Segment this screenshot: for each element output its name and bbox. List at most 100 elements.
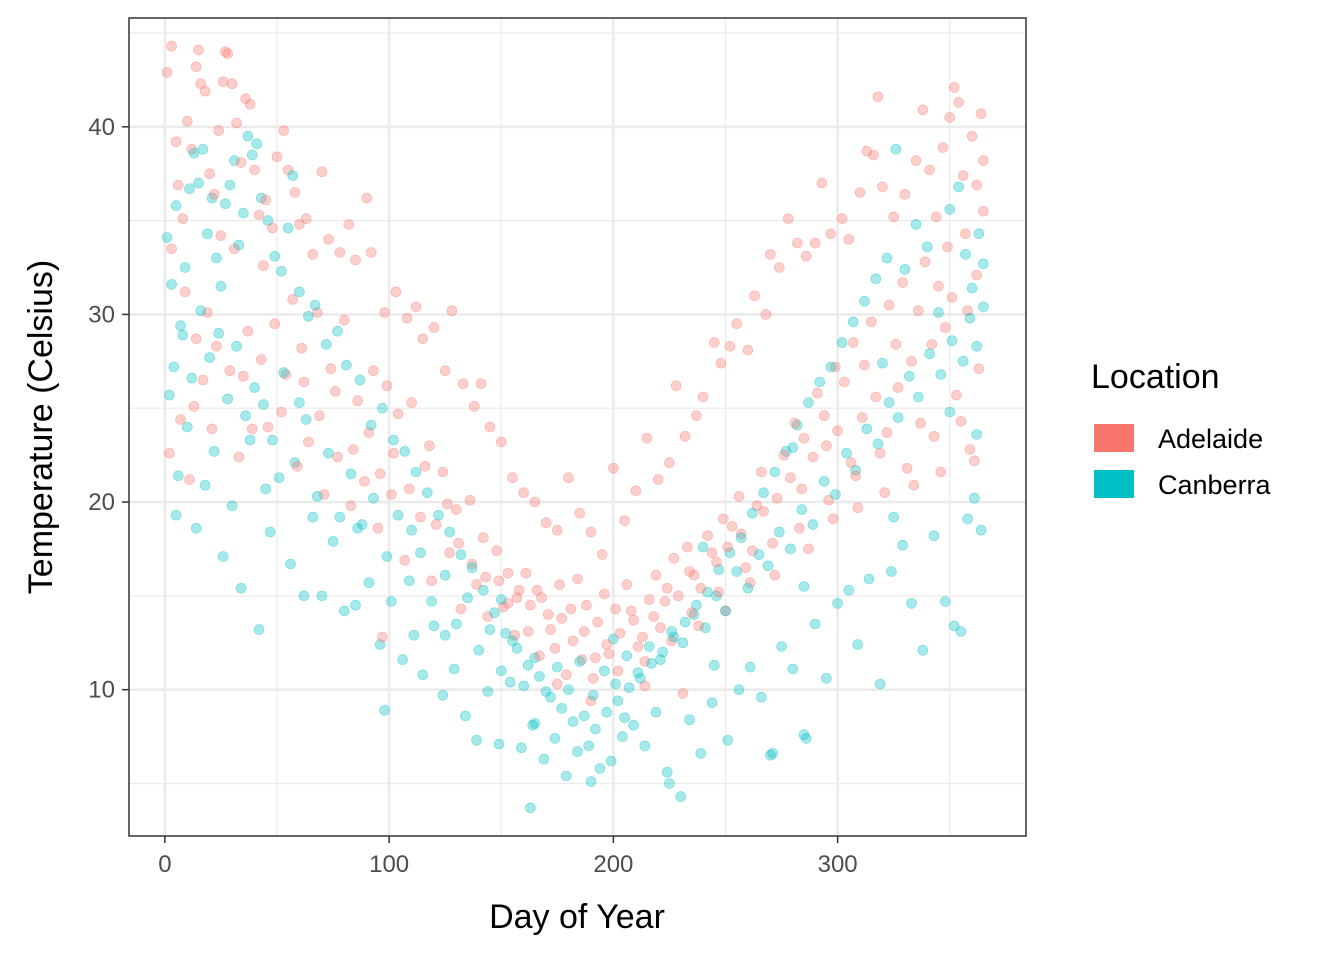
data-point-canberra	[661, 766, 673, 778]
data-point-adelaide	[359, 476, 370, 487]
data-point-canberra	[969, 492, 980, 504]
data-point-canberra	[397, 654, 408, 665]
data-point-adelaide	[933, 280, 944, 292]
data-point-adelaide	[507, 472, 518, 484]
data-point-adelaide	[910, 155, 922, 166]
data-point-canberra	[323, 447, 334, 459]
data-point-adelaide	[406, 397, 417, 408]
data-point-adelaide	[899, 189, 911, 200]
data-point-adelaide	[260, 194, 272, 206]
data-point-adelaide	[480, 571, 491, 583]
data-point-canberra	[946, 335, 958, 347]
data-point-canberra	[758, 487, 769, 499]
data-point-canberra	[460, 710, 471, 722]
data-point-adelaide	[332, 451, 343, 463]
data-point-adelaide	[803, 543, 814, 555]
y-axis-title: Temperature (Celsius)	[22, 260, 60, 594]
x-axis-ticks: 0 100 200 300	[158, 836, 858, 878]
data-point-canberra	[260, 483, 272, 495]
data-point-canberra	[621, 650, 633, 662]
data-point-canberra	[356, 519, 368, 530]
data-point-adelaide	[240, 93, 251, 104]
data-point-adelaide	[229, 243, 240, 255]
data-point-adelaide	[329, 386, 341, 397]
data-point-canberra	[572, 746, 583, 757]
data-point-adelaide	[289, 187, 301, 198]
data-point-adelaide	[170, 136, 182, 148]
data-point-canberra	[971, 340, 983, 352]
legend-title: Location	[1091, 358, 1220, 396]
data-point-adelaide	[612, 665, 624, 677]
data-point-canberra	[338, 605, 350, 617]
data-point-adelaide	[551, 524, 563, 536]
data-point-canberra	[529, 718, 541, 729]
data-point-adelaide	[760, 309, 772, 320]
data-point-adelaide	[224, 365, 236, 377]
data-point-adelaide	[621, 579, 633, 590]
y-tick-label: 40	[88, 114, 115, 141]
data-point-adelaide	[511, 592, 523, 604]
data-point-canberra	[186, 372, 198, 384]
data-point-canberra	[560, 770, 572, 782]
data-point-adelaide	[939, 322, 951, 333]
data-point-canberra	[188, 147, 200, 159]
data-point-adelaide	[850, 470, 861, 482]
data-point-canberra	[962, 513, 974, 525]
data-point-canberra	[675, 791, 687, 802]
data-point-canberra	[504, 676, 516, 688]
data-point-adelaide	[930, 211, 942, 223]
data-point-adelaide	[901, 462, 913, 474]
data-point-adelaide	[610, 603, 621, 615]
data-point-adelaide	[585, 526, 597, 538]
data-point-canberra	[650, 706, 662, 718]
data-point-adelaide	[796, 483, 808, 495]
data-point-adelaide	[542, 609, 554, 620]
data-point-canberra	[320, 339, 332, 350]
data-point-adelaide	[744, 577, 756, 589]
data-point-canberra	[892, 412, 904, 423]
data-point-adelaide	[437, 466, 449, 478]
data-point-canberra	[204, 352, 215, 363]
data-point-canberra	[933, 307, 944, 318]
data-point-adelaide	[567, 635, 579, 647]
data-point-canberra	[199, 479, 211, 491]
data-point-adelaide	[426, 575, 438, 587]
data-point-adelaide	[298, 376, 310, 388]
data-point-canberra	[830, 489, 841, 500]
data-point-canberra	[354, 374, 366, 386]
data-point-canberra	[886, 566, 897, 577]
data-point-adelaide	[578, 626, 590, 637]
data-point-canberra	[664, 778, 675, 789]
data-point-adelaide	[630, 485, 642, 497]
data-point-adelaide	[978, 155, 989, 166]
data-point-canberra	[473, 644, 485, 656]
data-point-canberra	[350, 599, 361, 611]
data-point-adelaide	[859, 359, 870, 371]
data-point-adelaide	[731, 318, 743, 330]
data-point-canberra	[825, 361, 837, 373]
data-point-adelaide	[269, 318, 281, 330]
data-point-adelaide	[424, 440, 435, 452]
data-point-canberra	[814, 376, 826, 388]
data-point-adelaide	[800, 250, 812, 262]
data-point-canberra	[161, 232, 173, 243]
data-point-adelaide	[847, 337, 859, 348]
data-point-adelaide	[428, 322, 440, 333]
data-point-canberra	[897, 539, 909, 551]
data-point-canberra	[233, 239, 245, 251]
data-point-adelaide	[677, 688, 689, 699]
data-point-adelaide	[368, 365, 379, 377]
data-point-adelaide	[202, 307, 213, 318]
data-point-adelaide	[475, 378, 487, 390]
data-point-canberra	[381, 551, 393, 562]
data-point-canberra	[403, 575, 415, 587]
data-point-adelaide	[177, 213, 189, 224]
data-point-adelaide	[556, 613, 568, 624]
data-point-adelaide	[184, 474, 195, 485]
data-point-adelaide	[455, 603, 467, 615]
data-point-adelaide	[861, 145, 873, 157]
data-point-adelaide	[953, 97, 965, 108]
data-point-canberra	[836, 337, 848, 348]
data-point-canberra	[877, 357, 888, 369]
data-point-canberra	[516, 742, 527, 754]
